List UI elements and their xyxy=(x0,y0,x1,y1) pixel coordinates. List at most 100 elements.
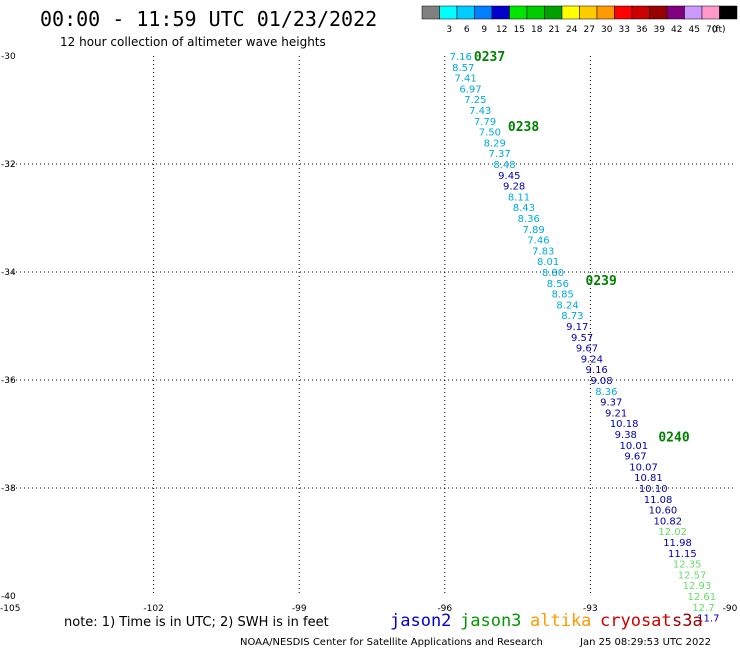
wave-height-point: 9.37 xyxy=(600,398,622,409)
x-tick-label: -90 xyxy=(723,604,738,614)
wave-height-point: 8.11 xyxy=(508,192,530,203)
wave-height-point: 9.45 xyxy=(498,171,520,182)
wave-height-point: 11.98 xyxy=(663,538,692,549)
wave-height-point: 9.67 xyxy=(624,452,646,463)
wave-height-point: 9.67 xyxy=(576,344,598,355)
wave-height-point: 9.28 xyxy=(503,182,525,193)
wave-height-point: 7.37 xyxy=(488,149,510,160)
wave-height-point: 9.08 xyxy=(590,376,612,387)
legend-swatch-label: 6 xyxy=(464,25,470,35)
wave-height-point: 8.36 xyxy=(595,387,617,398)
legend-swatch xyxy=(544,5,563,20)
wave-height-point: 12.61 xyxy=(687,592,716,603)
wave-height-point: 10.60 xyxy=(649,506,678,517)
legend-swatch xyxy=(614,5,633,20)
satellite-name: cryosat xyxy=(600,611,672,631)
x-tick-label: -96 xyxy=(437,604,452,614)
wave-height-point: 7.41 xyxy=(455,74,477,85)
legend-swatch xyxy=(421,5,440,20)
legend-swatch xyxy=(666,5,685,20)
timestamp-text: Jan 25 08:29:53 UTC 2022 xyxy=(579,637,711,648)
x-tick-label: -99 xyxy=(292,604,307,614)
wave-height-point: 12.35 xyxy=(673,560,702,571)
wave-height-point: 8.24 xyxy=(556,300,578,311)
legend-swatch xyxy=(579,5,598,20)
y-tick-label: -40 xyxy=(1,592,16,602)
wave-height-point: 11.7 xyxy=(697,614,719,625)
legend-swatch xyxy=(526,5,545,20)
legend-swatch xyxy=(561,5,580,20)
wave-height-point: 12.57 xyxy=(678,570,707,581)
wave-height-point: 9.21 xyxy=(605,408,627,419)
satellite-name: s3a xyxy=(672,611,703,631)
satellite-name: altika xyxy=(530,611,591,631)
legend-swatch xyxy=(509,5,528,20)
wave-height-point: 8.48 xyxy=(493,160,515,171)
legend-swatch-label: 27 xyxy=(584,25,595,35)
chart-title: 00:00 - 11:59 UTC 01/23/2022 xyxy=(40,7,377,31)
wave-height-point: 9.17 xyxy=(566,322,588,333)
wave-height-point: 8.73 xyxy=(561,311,583,322)
wave-height-point: 8.56 xyxy=(547,279,569,290)
legend-swatch-label: 9 xyxy=(481,25,487,35)
chart-subtitle: 12 hour collection of altimeter wave hei… xyxy=(60,35,326,49)
legend-swatch-label: 12 xyxy=(496,25,507,35)
legend-swatch xyxy=(474,5,493,20)
y-tick-label: -38 xyxy=(1,484,16,494)
wave-height-point: 8.85 xyxy=(552,290,574,301)
wave-height-labels: 7.168.577.416.977.257.437.797.508.297.37… xyxy=(450,52,720,625)
pass-time-labels: 0237 0238 0239 0240 xyxy=(474,50,690,446)
legend-swatch xyxy=(631,5,650,20)
wave-height-point: 7.83 xyxy=(532,246,554,257)
legend-swatch xyxy=(439,5,458,20)
legend-swatch-label: 30 xyxy=(601,25,613,35)
grid-lines xyxy=(8,56,736,596)
legend-swatch-label: 45 xyxy=(689,25,700,35)
satellite-name: jason3 xyxy=(460,611,521,631)
legend-swatch-label: 70 xyxy=(706,25,718,35)
wave-height-point: 10.82 xyxy=(653,516,682,527)
legend-swatch-label: 18 xyxy=(531,25,543,35)
wave-height-point: 9.57 xyxy=(571,333,593,344)
wave-height-point: 7.43 xyxy=(469,106,491,117)
legend-swatch xyxy=(596,5,615,20)
legend-swatch xyxy=(491,5,510,20)
wave-height-point: 7.25 xyxy=(464,95,486,106)
wave-height-point: 8.57 xyxy=(452,63,474,74)
legend-swatch-label: 24 xyxy=(566,25,578,35)
y-tick-label: -30 xyxy=(1,52,16,62)
wave-height-point: 9.16 xyxy=(586,365,608,376)
legend-swatch xyxy=(701,5,720,20)
wave-height-point: 11.08 xyxy=(644,495,673,506)
y-tick-label: -34 xyxy=(1,268,16,278)
wave-height-point: 10.10 xyxy=(639,484,668,495)
wave-height-point: 12.93 xyxy=(683,581,712,592)
wave-height-point: 8.36 xyxy=(518,214,540,225)
legend-swatch-label: 42 xyxy=(671,25,682,35)
wave-height-point: 8.80 xyxy=(542,268,564,279)
wave-height-point: 9.24 xyxy=(581,354,603,365)
wave-height-point: 10.01 xyxy=(620,441,649,452)
y-tick-label: -36 xyxy=(1,376,16,386)
satellite-name: jason2 xyxy=(390,611,451,631)
legend-swatch-label: 33 xyxy=(619,25,630,35)
units-note: note: 1) Time is in UTC; 2) SWH is in fe… xyxy=(64,615,329,630)
legend-swatch-label: 3 xyxy=(446,25,452,35)
wave-height-point: 8.43 xyxy=(513,203,535,214)
legend-swatch-label: 21 xyxy=(549,25,560,35)
legend-swatch xyxy=(719,5,738,20)
y-tick-label: -32 xyxy=(1,160,16,170)
x-tick-label: -102 xyxy=(143,604,163,614)
legend-swatch xyxy=(456,5,475,20)
pass-time-label: 0237 xyxy=(474,50,505,65)
wave-height-point: 10.07 xyxy=(629,462,658,473)
wave-height-point: 12.02 xyxy=(658,527,687,538)
legend-swatch-label: 15 xyxy=(514,25,525,35)
x-tick-labels: -105 -102 -99 -96 -93 -90 xyxy=(0,604,738,614)
wave-height-point: 7.89 xyxy=(522,225,544,236)
wave-height-point: 7.46 xyxy=(527,236,549,247)
credit-text: NOAA/NESDIS Center for Satellite Applica… xyxy=(240,637,543,648)
wave-height-point: 7.50 xyxy=(479,128,501,139)
pass-time-label: 0239 xyxy=(586,274,617,289)
wave-height-point: 12.7 xyxy=(692,603,714,614)
